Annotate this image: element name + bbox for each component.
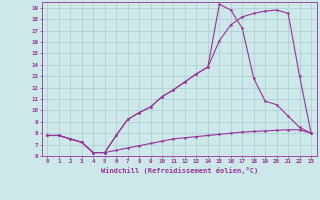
X-axis label: Windchill (Refroidissement éolien,°C): Windchill (Refroidissement éolien,°C) <box>100 167 258 174</box>
